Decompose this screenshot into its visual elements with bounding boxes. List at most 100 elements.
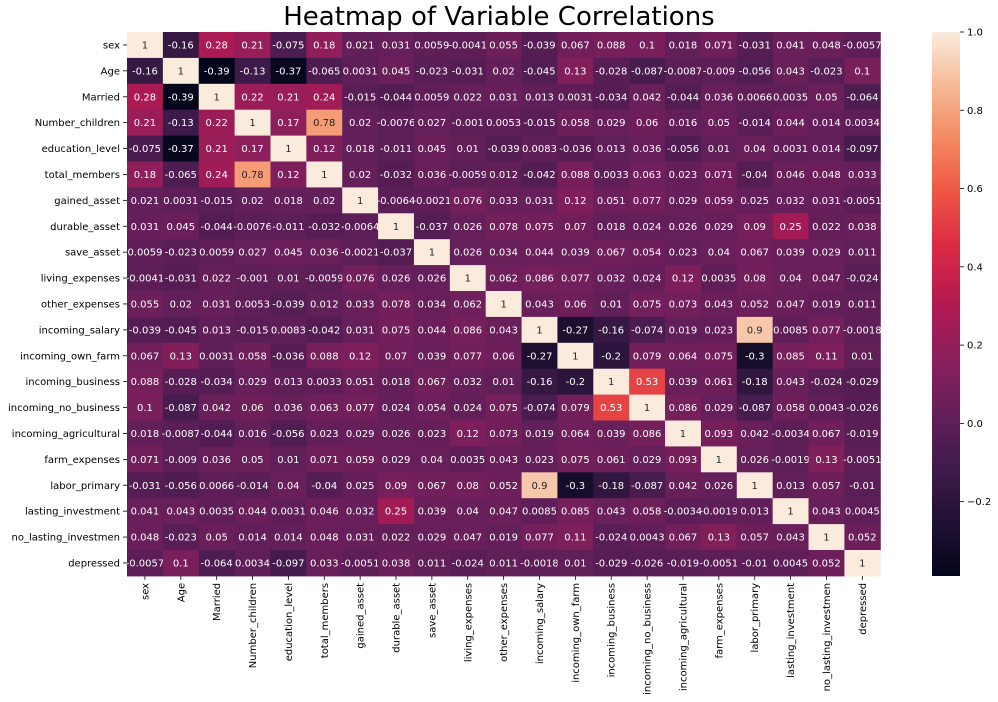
cell-value-label: 0.047 [776,299,805,310]
cell-value-label: 0.05 [241,455,263,466]
heatmap-cell [378,32,415,59]
heatmap-cell [449,420,487,447]
heatmap-cell [127,524,164,551]
heatmap-cell [593,550,630,577]
cell-value-label: 0.01 [277,274,299,285]
heatmap-cell [413,446,451,473]
cell-value-label: 0.027 [418,118,447,129]
heatmap-cell [198,83,236,111]
heatmap-cell [198,265,236,292]
heatmap-cell [270,239,307,266]
heatmap-cell [772,32,810,59]
cell-value-label: 0.08 [744,274,766,285]
cell-value-label: -0.029 [846,377,878,388]
cell-value-label: 1 [536,325,542,336]
heatmap-cell [593,472,630,499]
cell-value-label: 0.06 [492,351,514,362]
cell-value-label: 0.067 [597,248,626,259]
cell-value-label: -0.056 [165,481,197,492]
cell-value-label: -0.015 [344,92,376,103]
heatmap-cell [306,265,343,292]
colorbar-tick-label: 0.0 [967,419,983,430]
cell-value-label: 0.01 [564,558,586,569]
cell-value-label: 0.048 [310,533,339,544]
heatmap-cell [449,135,487,162]
cell-value-label: 0.036 [310,248,339,259]
cell-value-label: 1 [859,558,865,569]
heatmap-cell [378,83,415,111]
cell-value-label: 0.0059 [127,248,162,259]
heatmap-cell [665,420,702,447]
cell-value-label: 0.011 [418,558,447,569]
heatmap-cell [772,213,810,240]
cell-value-label: 0.22 [241,92,263,103]
heatmap-cell [844,342,881,370]
heatmap-cell [700,239,738,266]
cell-value-label: 0.018 [597,222,626,233]
cell-value-label: 0.071 [705,170,734,181]
heatmap-cell [521,316,558,344]
heatmap-cell [342,420,379,447]
cell-value-label: 0.031 [525,196,554,207]
heatmap-cell [485,550,523,577]
heatmap-cell [198,498,236,525]
heatmap-cell [521,57,558,85]
heatmap-cell [198,187,236,214]
cell-value-label: -0.034 [201,377,233,388]
cell-value-label: 0.052 [489,481,518,492]
cell-value-label: -0.0034 [664,507,703,518]
cell-value-label: -0.087 [739,403,771,414]
cell-value-label: 0.0035 [773,92,808,103]
cell-value-label: 1 [393,222,399,233]
cell-value-label: -0.2 [601,351,621,362]
heatmap-cell [700,394,738,421]
cell-value-label: -0.0087 [664,66,703,77]
cell-value-label: 0.04 [708,248,730,259]
cell-value-label: 0.043 [776,377,805,388]
column-label: Age [176,583,187,602]
cell-value-label: -0.019 [846,429,878,440]
cell-value-label: 0.12 [313,144,335,155]
cell-value-label: 0.033 [848,170,877,181]
cell-value-label: 0.059 [346,455,375,466]
cell-value-label: 0.029 [705,403,734,414]
heatmap-cell [700,83,738,111]
cell-value-label: 0.026 [382,274,411,285]
heatmap-cell [485,420,523,447]
cell-value-label: 0.043 [776,533,805,544]
heatmap-cell [736,135,774,162]
column-label: incoming_agricultural [678,583,689,691]
cell-value-label: -0.37 [168,144,194,155]
row-label: no_lasting_investmen [11,533,120,544]
cell-value-label: 0.0045 [845,507,880,518]
heatmap-cell [593,135,630,162]
cell-value-label: 0.042 [202,403,231,414]
cell-value-label: 0.071 [310,455,339,466]
cell-value-label: 0.0034 [235,558,270,569]
cell-value-label: -0.044 [380,92,412,103]
column-label: durable_asset [392,583,403,653]
cell-value-label: 0.019 [669,325,698,336]
heatmap-cell [772,368,810,396]
heatmap-cell [413,368,451,396]
cell-value-label: 0.031 [812,196,841,207]
cell-value-label: -0.032 [308,222,340,233]
heatmap-cell [127,161,164,188]
heatmap-cell [521,342,558,370]
row-label: depressed [68,558,120,569]
heatmap-cell [485,524,523,551]
column-label: no_lasting_investmen [822,583,833,692]
cell-value-label: 0.018 [382,377,411,388]
heatmap-cell [593,368,630,396]
heatmap-cell [306,83,343,111]
heatmap-cell [557,394,594,421]
heatmap-cell [306,109,343,137]
heatmap-cell [808,472,845,499]
cell-value-label: -0.026 [846,403,878,414]
heatmap-cell [234,32,271,59]
heatmap-cell [127,472,164,499]
cell-value-label: 0.013 [202,325,231,336]
heatmap-cell [844,524,881,551]
heatmap-cell [413,83,451,111]
heatmap-cell [700,213,738,240]
